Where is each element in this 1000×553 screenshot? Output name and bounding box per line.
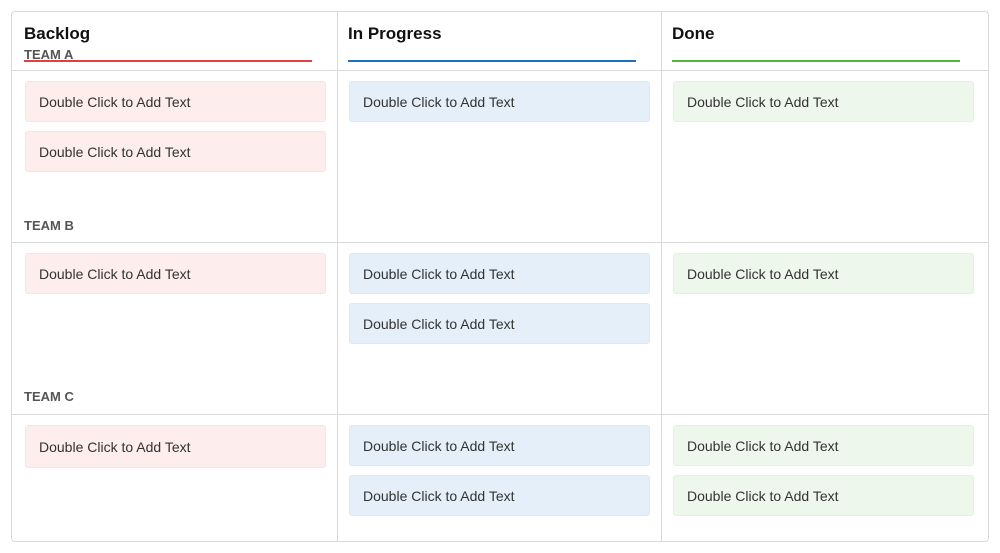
team-label-c[interactable]: TEAM C [24,389,74,404]
header-divider [12,70,988,71]
column-divider [337,12,338,541]
column-underline-in-progress [348,60,636,62]
card-team-c-in-progress-1[interactable]: Double Click to Add Text [349,425,650,466]
column-underline-done [672,60,960,62]
row-divider [12,414,988,415]
card-team-c-done-2[interactable]: Double Click to Add Text [673,475,974,516]
team-label-b[interactable]: TEAM B [24,218,74,233]
kanban-board: Backlog In Progress Done TEAM A TEAM B T… [11,11,989,542]
column-underline-backlog [24,60,312,62]
card-team-c-backlog-1[interactable]: Double Click to Add Text [25,425,326,468]
card-team-a-backlog-1[interactable]: Double Click to Add Text [25,81,326,122]
card-team-c-in-progress-2[interactable]: Double Click to Add Text [349,475,650,516]
column-title-backlog[interactable]: Backlog [24,24,91,43]
team-label-a[interactable]: TEAM A [24,47,74,62]
column-title-in-progress[interactable]: In Progress [348,24,442,43]
card-team-a-done-1[interactable]: Double Click to Add Text [673,81,974,122]
column-title-done[interactable]: Done [672,24,715,43]
card-team-b-in-progress-1[interactable]: Double Click to Add Text [349,253,650,294]
card-team-b-in-progress-2[interactable]: Double Click to Add Text [349,303,650,344]
card-team-a-backlog-2[interactable]: Double Click to Add Text [25,131,326,172]
column-divider [661,12,662,541]
card-team-b-backlog-1[interactable]: Double Click to Add Text [25,253,326,294]
row-divider [12,242,988,243]
card-team-b-done-1[interactable]: Double Click to Add Text [673,253,974,294]
card-team-c-done-1[interactable]: Double Click to Add Text [673,425,974,466]
card-team-a-in-progress-1[interactable]: Double Click to Add Text [349,81,650,122]
